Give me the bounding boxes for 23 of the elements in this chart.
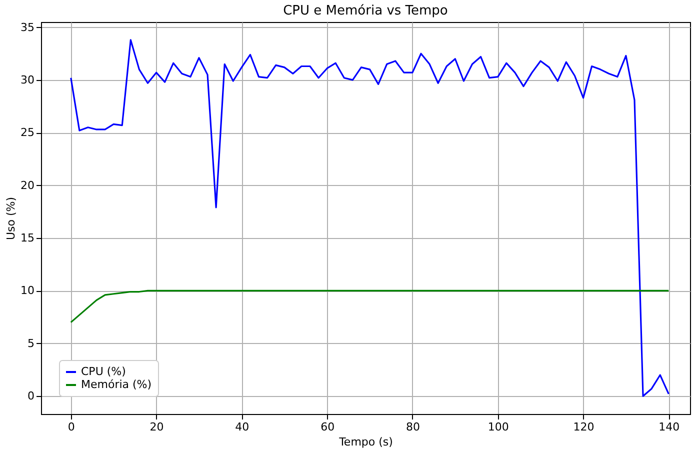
x-tick-label: 0 [68,420,75,434]
x-tick-label: 80 [406,420,420,434]
y-axis-title: Uso (%) [4,196,18,240]
legend-label: CPU (%) [81,365,126,378]
y-tick-label: 5 [28,336,34,350]
chart-title: CPU e Memória vs Tempo [283,3,448,18]
x-tick-label: 140 [658,420,680,434]
y-tick-label: 25 [20,126,34,140]
y-tick-label: 15 [20,232,34,245]
line-series [70,290,670,324]
x-tick-label: 20 [150,420,164,434]
x-tick-label: 40 [235,420,250,434]
y-tick-label: 0 [28,390,34,403]
x-axis-title: Tempo (s) [338,436,393,448]
line-series [70,39,670,397]
y-tick-label: 10 [20,284,34,298]
x-tick-label: 120 [573,420,594,434]
y-tick-label: 20 [20,178,34,192]
legend-label: Memória (%) [81,378,152,391]
y-tick-label: 30 [20,73,34,86]
x-tick-label: 100 [488,420,509,434]
y-tick-label: 35 [20,20,34,34]
x-tick-label: 60 [320,420,335,434]
